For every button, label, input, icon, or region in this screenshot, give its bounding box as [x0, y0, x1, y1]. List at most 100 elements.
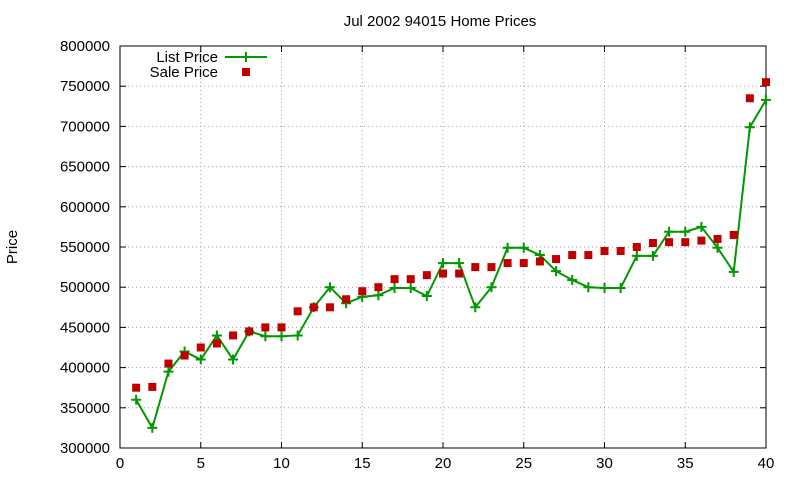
grid	[120, 46, 766, 448]
series	[131, 78, 771, 433]
axis-ticks: 300000 350000 400000 450000 500000 550000 6000…	[60, 38, 774, 472]
data-point-plus	[567, 274, 578, 285]
data-point-plus	[324, 282, 335, 293]
data-point-square	[455, 269, 464, 278]
data-point-plus	[518, 242, 529, 253]
x-tick-label: 5	[197, 455, 205, 472]
data-point-square	[616, 247, 625, 256]
data-point-plus	[405, 283, 416, 294]
data-point-square	[277, 323, 286, 332]
data-point-square	[422, 271, 431, 280]
y-tick-label: 650000	[60, 159, 110, 176]
data-point-square	[245, 327, 254, 336]
data-point-plus	[421, 291, 432, 302]
y-tick-label: 800000	[60, 38, 110, 55]
data-point-plus	[551, 266, 562, 277]
data-point-square	[568, 251, 577, 260]
data-point-square	[648, 238, 657, 247]
y-tick-label: 400000	[60, 360, 110, 377]
data-point-plus	[664, 226, 675, 237]
y-tick-label: 500000	[60, 279, 110, 296]
data-point-plus	[260, 331, 271, 342]
x-tick-label: 35	[677, 455, 694, 472]
data-point-square	[293, 307, 302, 316]
data-point-plus	[276, 331, 287, 342]
data-point-plus	[454, 258, 465, 269]
y-tick-label: 300000	[60, 440, 110, 457]
data-point-plus	[228, 354, 239, 365]
y-axis-label: Price	[4, 230, 21, 264]
data-point-square	[406, 275, 415, 284]
data-point-square	[261, 323, 270, 332]
x-tick-label: 15	[354, 455, 371, 472]
series-1	[131, 94, 771, 433]
data-point-plus	[761, 94, 771, 105]
data-point-square	[681, 238, 690, 247]
y-tick-label: 750000	[60, 78, 110, 95]
data-point-square	[745, 94, 754, 103]
data-point-plus	[389, 283, 400, 294]
data-point-square	[487, 263, 496, 272]
data-point-square	[697, 236, 706, 245]
data-point-plus	[647, 250, 658, 261]
data-point-square	[552, 255, 561, 264]
data-point-plus	[583, 282, 594, 293]
data-point-plus	[680, 226, 691, 237]
data-point-plus	[712, 242, 723, 253]
data-point-plus	[292, 330, 303, 341]
data-point-square	[665, 238, 674, 247]
data-point-square	[180, 351, 189, 360]
y-tick-label: 450000	[60, 319, 110, 336]
data-point-plus	[744, 122, 755, 133]
y-tick-label: 600000	[60, 199, 110, 216]
data-point-square	[325, 303, 334, 312]
data-point-plus	[615, 283, 626, 294]
y-tick-label: 350000	[60, 400, 110, 417]
legend-label: List Price	[156, 49, 218, 66]
y-tick-label: 700000	[60, 118, 110, 135]
series-line	[135, 99, 767, 431]
data-point-square	[212, 339, 221, 348]
data-point-square	[229, 331, 238, 340]
data-point-plus	[599, 283, 610, 294]
series-2	[132, 78, 770, 392]
data-point-square	[600, 247, 609, 256]
data-point-square	[439, 269, 447, 278]
x-tick-label: 25	[515, 455, 532, 472]
data-point-square	[342, 295, 351, 304]
data-point-plus	[163, 366, 174, 377]
data-point-plus	[631, 250, 642, 261]
legend-label: Sale Price	[150, 64, 218, 81]
data-point-square	[374, 283, 383, 292]
data-point-square	[729, 230, 738, 239]
x-tick-label: 10	[273, 455, 290, 472]
data-point-plus	[147, 422, 158, 433]
data-point-square	[148, 382, 157, 391]
y-tick-label: 550000	[60, 239, 110, 256]
data-point-square	[762, 78, 770, 87]
data-point-square	[584, 251, 593, 260]
data-point-plus	[696, 221, 707, 232]
data-point-plus	[131, 394, 142, 405]
data-point-plus	[438, 258, 448, 269]
x-tick-label: 0	[116, 455, 124, 472]
x-tick-label: 40	[758, 455, 775, 472]
data-point-square	[632, 243, 641, 251]
data-point-plus	[470, 302, 481, 313]
data-point-plus	[373, 290, 384, 301]
data-point-square	[471, 263, 480, 272]
x-tick-label: 30	[596, 455, 613, 472]
data-point-square	[164, 359, 173, 368]
data-point-square	[132, 383, 141, 392]
data-point-square	[503, 259, 512, 268]
legend-marker	[241, 52, 251, 62]
data-point-square	[196, 343, 205, 352]
legend-marker	[242, 68, 250, 76]
data-point-square	[358, 287, 367, 296]
data-point-square	[535, 257, 544, 266]
data-point-plus	[486, 282, 497, 293]
data-point-square	[390, 275, 399, 284]
data-point-plus	[728, 266, 739, 277]
